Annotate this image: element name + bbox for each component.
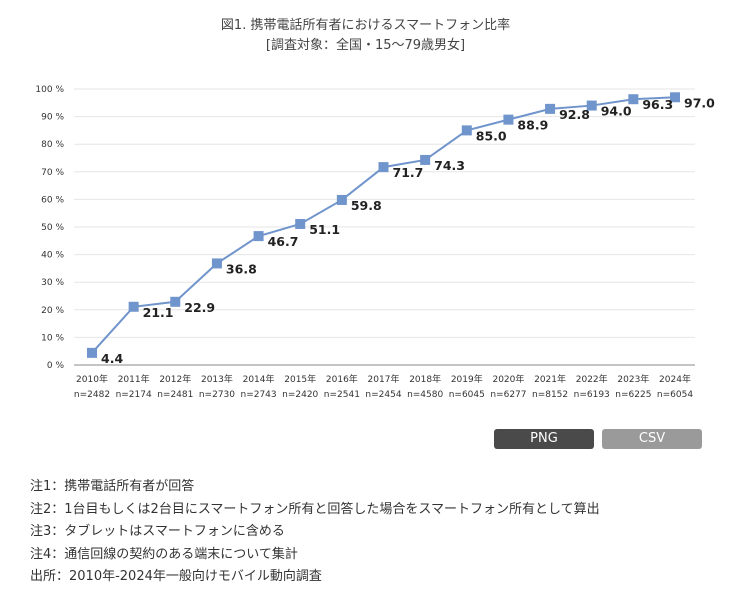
x-tick-label: 2010年 bbox=[76, 373, 108, 385]
sample-size-label: n=4580 bbox=[407, 390, 443, 400]
y-tick-label: 70 % bbox=[41, 168, 64, 178]
data-label: 85.0 bbox=[476, 128, 507, 143]
y-tick-label: 50 % bbox=[41, 223, 64, 233]
data-label: 4.4 bbox=[101, 351, 123, 366]
data-point bbox=[545, 103, 556, 114]
data-label: 51.1 bbox=[309, 222, 340, 237]
sample-size-label: n=8152 bbox=[532, 390, 568, 400]
data-point bbox=[420, 154, 431, 165]
sample-size-label: n=2420 bbox=[282, 390, 318, 400]
sample-size-label: n=2743 bbox=[240, 390, 276, 400]
data-label: 74.3 bbox=[434, 158, 465, 173]
sample-size-label: n=2541 bbox=[324, 390, 360, 400]
data-point bbox=[170, 296, 181, 307]
note-source: 出所：2010年-2024年一般向けモバイル動向調査 bbox=[30, 569, 322, 584]
sample-size-label: n=2174 bbox=[116, 390, 152, 400]
y-tick-label: 100 % bbox=[35, 85, 64, 95]
x-tick-label: 2018年 bbox=[409, 373, 441, 385]
note-4: 注4：通信回線の契約のある端末について集計 bbox=[30, 546, 298, 562]
data-label: 92.8 bbox=[559, 107, 590, 122]
y-tick-label: 10 % bbox=[41, 333, 64, 343]
y-tick-label: 20 % bbox=[41, 306, 64, 316]
data-label: 36.8 bbox=[226, 261, 257, 276]
data-point bbox=[128, 301, 139, 312]
data-point bbox=[253, 231, 264, 242]
y-tick-label: 40 % bbox=[41, 251, 64, 261]
x-tick-label: 2023年 bbox=[617, 373, 649, 385]
x-tick-label: 2011年 bbox=[118, 373, 150, 385]
data-point bbox=[628, 94, 639, 105]
data-point bbox=[670, 92, 680, 103]
data-label: 59.8 bbox=[351, 198, 382, 213]
sample-size-label: n=6045 bbox=[449, 390, 485, 400]
x-tick-label: 2020年 bbox=[492, 373, 524, 385]
data-point bbox=[87, 347, 97, 358]
x-tick-label: 2013年 bbox=[201, 373, 233, 385]
chart: 0 % 10 % 20 % 30 % 40 % 50 % 60 % 70 % 80 % 90 % 1… bbox=[35, 85, 715, 400]
data-point bbox=[503, 114, 514, 125]
data-label: 46.7 bbox=[268, 234, 299, 249]
chart-title: 図1. 携帯電話所有者におけるスマートフォン比率 bbox=[220, 18, 511, 33]
data-point bbox=[295, 218, 306, 229]
data-point bbox=[211, 258, 222, 269]
x-tick-label: 2024年 bbox=[659, 373, 691, 385]
y-tick-label: 80 % bbox=[41, 140, 64, 150]
x-tick-label: 2015年 bbox=[284, 373, 316, 385]
y-tick-label: 60 % bbox=[41, 195, 64, 205]
sample-size-label: n=6054 bbox=[657, 390, 693, 400]
csv-download-button[interactable]: CSV bbox=[602, 429, 702, 449]
x-tick-label: 2019年 bbox=[451, 373, 483, 385]
y-tick-label: 30 % bbox=[41, 278, 64, 288]
x-tick-label: 2017年 bbox=[368, 373, 400, 385]
data-point bbox=[461, 125, 472, 136]
x-tick-label: 2022年 bbox=[576, 373, 608, 385]
note-1: 注1：携帯電話所有者が回答 bbox=[30, 479, 195, 494]
x-tick-label: 2014年 bbox=[243, 373, 275, 385]
data-label: 96.3 bbox=[642, 97, 673, 112]
y-tick-label: 90 % bbox=[41, 113, 64, 123]
note-3: 注3：タブレットはスマートフォンに含める bbox=[30, 524, 285, 539]
x-tick-label: 2021年 bbox=[534, 373, 566, 385]
data-label: 94.0 bbox=[601, 104, 632, 119]
data-label: 97.0 bbox=[684, 95, 715, 110]
x-tick-label: 2016年 bbox=[326, 373, 358, 385]
sample-size-label: n=6225 bbox=[615, 390, 651, 400]
data-point bbox=[336, 194, 347, 205]
sample-size-label: n=6277 bbox=[490, 390, 526, 400]
sample-size-label: n=2730 bbox=[199, 390, 235, 400]
series-line bbox=[91, 96, 676, 354]
data-point bbox=[586, 100, 597, 111]
note-2: 注2：1台目もしくは2台目にスマートフォン所有と回答した場合をスマートフォン所有… bbox=[30, 501, 600, 517]
notes: 注1：携帯電話所有者が回答 注2：1台目もしくは2台目にスマートフォン所有と回答… bbox=[30, 476, 600, 589]
data-label: 71.7 bbox=[393, 165, 424, 180]
y-tick-label: 0 % bbox=[47, 361, 65, 371]
sample-size-label: n=2482 bbox=[74, 390, 110, 400]
sample-size-label: n=2481 bbox=[157, 390, 193, 400]
chart-title-block: 図1. 携帯電話所有者におけるスマートフォン比率 [調査対象：全国・15〜79歳… bbox=[0, 16, 731, 56]
data-label: 21.1 bbox=[143, 305, 174, 320]
sample-size-label: n=6193 bbox=[574, 390, 610, 400]
data-label: 88.9 bbox=[517, 118, 548, 133]
x-tick-label: 2012年 bbox=[159, 373, 191, 385]
sample-size-label: n=2454 bbox=[365, 390, 401, 400]
data-label: 22.9 bbox=[184, 300, 215, 315]
data-point bbox=[378, 162, 389, 173]
chart-subtitle: [調査対象：全国・15〜79歳男女] bbox=[265, 38, 466, 53]
png-download-button[interactable]: PNG bbox=[494, 429, 594, 449]
